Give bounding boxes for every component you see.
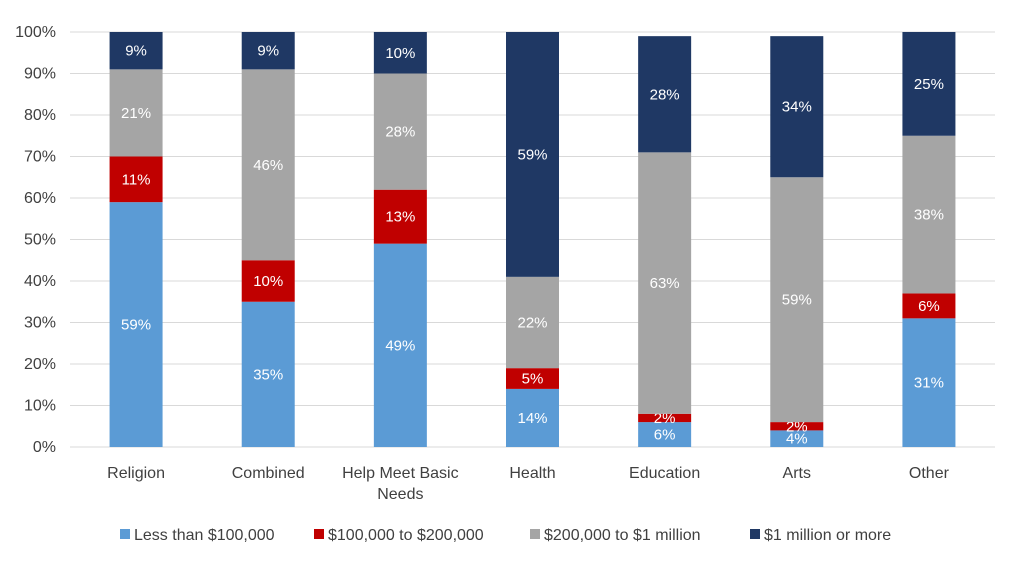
y-axis-tick-labels: 0% 10% 20% 30% 40% 50% 60% 70% 80% 90% 100% [15,24,56,456]
data-label: 14% [517,410,547,427]
bar-segment [506,276,559,369]
data-label: 38% [914,207,944,224]
bar-stack: 35% 10% 46% 9% [241,32,295,447]
bar-segment [109,32,163,70]
legend-item: $100,000 to $200,000 [314,527,484,544]
y-tick-label: 40% [24,273,56,290]
x-category-label: Combined [232,465,305,482]
data-label: 2% [654,410,676,427]
bar-segment [506,388,559,447]
bar-segment [241,32,295,70]
bar-segment [506,32,559,277]
bar-segment [902,318,956,447]
bar-segment [902,32,956,136]
y-tick-label: 60% [24,190,56,207]
data-label: 6% [654,427,676,444]
bar-segment [373,73,427,190]
x-category-label: Arts [783,465,811,482]
data-label: 59% [121,317,151,334]
bar-stack: 4%2% 59% 34% [770,36,824,448]
legend: Less than $100,000 $100,000 to $200,000 $2… [120,527,891,544]
data-label: 35% [253,366,283,383]
bar-stack: 31% 6% 38% 25% [902,32,956,447]
y-tick-label: 10% [24,398,56,415]
legend-label: Less than $100,000 [134,527,275,544]
data-label: 10% [253,273,283,290]
legend-swatch [314,529,324,539]
y-tick-label: 80% [24,107,56,124]
bar-segment [241,301,295,447]
data-label: 59% [782,292,812,309]
y-tick-label: 90% [24,66,56,83]
x-category-label: Other [909,465,950,482]
data-label: 28% [650,86,680,103]
data-label: 11% [122,171,151,188]
data-label: 2% [786,418,808,435]
data-label: 59% [517,146,547,163]
data-label: 63% [650,275,680,292]
data-label: 9% [257,43,279,60]
data-label: 10% [385,45,415,62]
data-label: 9% [125,43,147,60]
data-label: 46% [253,157,283,174]
legend-label: $100,000 to $200,000 [328,527,484,544]
bar-stack: 14% 5% 22% 59% [506,32,559,447]
bar-segment [770,177,824,423]
bar-stack: 59% 11% 21% 9% [109,32,163,447]
bar-segment [770,36,824,178]
bar-stack: 6%2% 63% 28% [638,36,692,447]
bar-segment [109,156,163,203]
x-category-label: Education [629,465,700,482]
data-label: 22% [517,315,547,332]
bar-segment [770,422,824,431]
y-tick-label: 0% [33,439,56,456]
bar-segment [109,69,163,157]
bar-segment [373,32,427,74]
legend-label: $200,000 to $1 million [544,527,701,544]
legend-swatch [120,529,130,539]
data-label: 25% [914,76,944,93]
data-label: 34% [782,99,812,116]
data-label: 5% [522,371,544,388]
data-label: 6% [918,298,940,315]
bar-segment [506,368,559,389]
data-label: 21% [121,105,151,122]
legend-item: $1 million or more [750,527,891,544]
x-category-label: Health [509,465,555,482]
data-label: 4% [786,431,808,448]
y-tick-label: 70% [24,149,56,166]
bar-segment [373,189,427,244]
bar-segment [638,422,692,447]
bar-segment [241,69,295,261]
bar-segment [770,430,824,447]
legend-swatch [530,529,540,539]
y-tick-label: 100% [15,24,56,41]
bar-segment [902,135,956,294]
bar-segment [902,293,956,319]
y-tick-label: 30% [24,315,56,332]
data-label: 31% [914,375,944,392]
bar-segment [638,36,692,153]
legend-item: $200,000 to $1 million [530,527,701,544]
x-category-label: Religion [107,465,165,482]
bar-segment [638,413,692,423]
y-tick-label: 20% [24,356,56,373]
legend-item: Less than $100,000 [120,527,275,544]
bar-segment [638,152,692,414]
bar-segment [373,243,427,447]
bar-segment [109,202,163,447]
x-category-label: Help Meet Basic Needs [342,465,459,503]
y-tick-label: 50% [24,232,56,249]
data-label: 49% [385,337,415,354]
bars: 59% 11% 21% 9% 35% 10% 46% 9% 49% 13% 28% 10% 14% 5% 2… [109,32,956,448]
data-label: 13% [385,209,415,226]
bar-segment [241,260,295,302]
legend-label: $1 million or more [764,527,891,544]
bar-stack: 49% 13% 28% 10% [373,32,427,447]
x-axis-category-labels: Religion Combined Help Meet Basic Needs Heal… [107,465,949,503]
data-label: 28% [385,124,415,141]
legend-swatch [750,529,760,539]
